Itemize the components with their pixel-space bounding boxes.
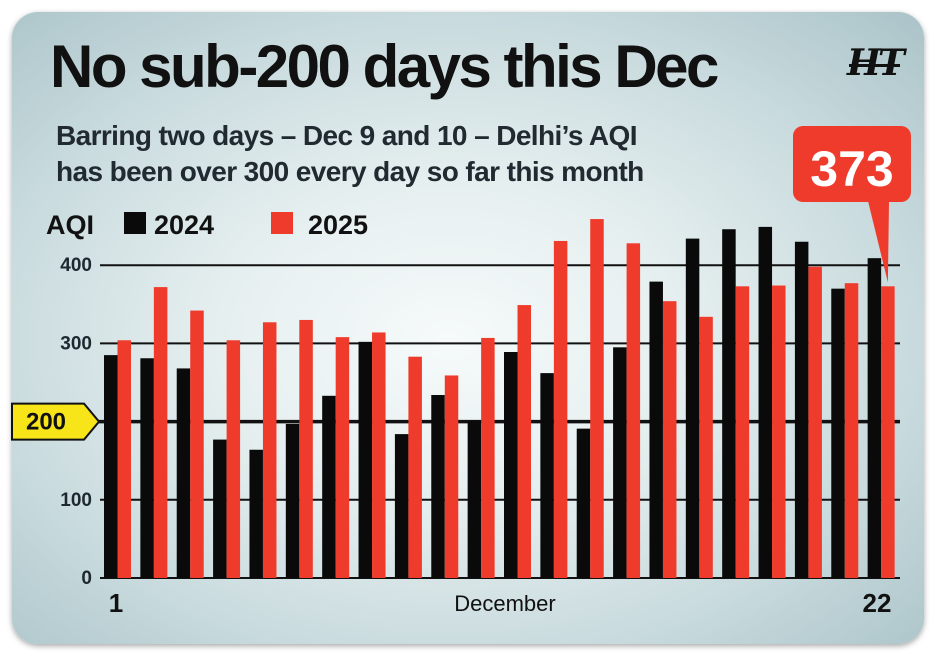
bar-2025-day-11 <box>481 337 495 578</box>
x-label-start: 1 <box>109 588 123 618</box>
bar-2024-day-6 <box>285 423 300 578</box>
chart-subtitle: Barring two days – Dec 9 and 10 – Delhi’… <box>56 118 776 190</box>
bar-2024-day-15 <box>613 347 627 578</box>
bar-2024-day-2 <box>140 358 154 578</box>
bar-2025-day-18 <box>735 286 750 578</box>
bar-2024-day-3 <box>176 368 191 578</box>
bar-2025-day-13 <box>553 240 568 578</box>
bar-2024-day-1 <box>104 355 118 578</box>
bar-2024-day-4 <box>213 439 227 578</box>
bar-2024-day-11 <box>467 420 482 578</box>
bar-2024-day-5 <box>249 449 263 578</box>
bar-2025-day-4 <box>226 340 241 578</box>
y-tick-0: 0 <box>81 568 92 589</box>
bar-2024-day-7 <box>322 395 336 578</box>
bar-2025-day-7 <box>335 337 350 578</box>
bar-2024-day-22 <box>867 258 882 578</box>
bar-2025-day-17 <box>699 316 713 578</box>
bar-2024-day-16 <box>649 281 663 578</box>
bar-2024-day-14 <box>576 428 591 578</box>
bar-2024-day-19 <box>758 226 773 578</box>
bar-2025-day-20 <box>808 266 822 578</box>
bar-2024-day-8 <box>358 341 373 578</box>
ht-logo: HT <box>847 42 905 84</box>
legend-label-2025: 2025 <box>308 210 368 240</box>
bar-2025-day-9 <box>408 356 422 578</box>
bar-2025-day-8 <box>372 332 386 578</box>
chart-title: No sub-200 days this Dec <box>50 33 719 100</box>
bar-2025-day-22 <box>881 286 895 578</box>
bar-2025-day-21 <box>844 283 859 578</box>
bar-2024-day-10 <box>431 395 445 578</box>
highlight-200-label: 200 <box>26 409 66 436</box>
bar-2025-day-16 <box>662 301 677 578</box>
bar-2024-day-18 <box>722 229 736 578</box>
bar-2025-day-2 <box>153 287 168 578</box>
callout-pointer <box>868 201 889 283</box>
callout-value: 373 <box>810 141 893 197</box>
bar-2025-day-3 <box>190 310 204 578</box>
x-label-end: 22 <box>863 588 892 618</box>
highlight-200-tag <box>11 402 101 441</box>
subtitle-line-1: Barring two days – Dec 9 and 10 – Delhi’… <box>56 120 638 151</box>
subtitle-line-2: has been over 300 every day so far this … <box>56 156 644 187</box>
bar-2025-day-6 <box>299 319 313 578</box>
bar-2024-day-9 <box>394 434 409 578</box>
legend-swatch-2025 <box>271 212 293 234</box>
legend-swatch-2024 <box>124 212 146 234</box>
bar-2025-day-19 <box>772 285 786 578</box>
bar-2024-day-12 <box>504 352 518 578</box>
y-tick-400: 400 <box>60 255 92 276</box>
x-axis-title: December <box>454 591 555 616</box>
callout-box <box>793 126 911 202</box>
y-tick-100: 100 <box>60 490 92 511</box>
bar-2025-day-12 <box>517 305 531 578</box>
bar-2025-day-5 <box>262 322 277 578</box>
legend-label-2024: 2024 <box>154 210 214 240</box>
bar-2024-day-21 <box>831 288 845 578</box>
bar-2025-day-15 <box>626 243 641 578</box>
y-tick-300: 300 <box>60 333 92 354</box>
bar-2025-day-14 <box>590 219 604 578</box>
bar-2024-day-17 <box>685 238 700 578</box>
y-axis-label: AQI <box>46 210 94 240</box>
bar-2024-day-13 <box>540 373 554 578</box>
bar-2025-day-1 <box>117 340 131 578</box>
bar-2024-day-20 <box>794 241 809 579</box>
bar-2025-day-10 <box>444 375 459 578</box>
